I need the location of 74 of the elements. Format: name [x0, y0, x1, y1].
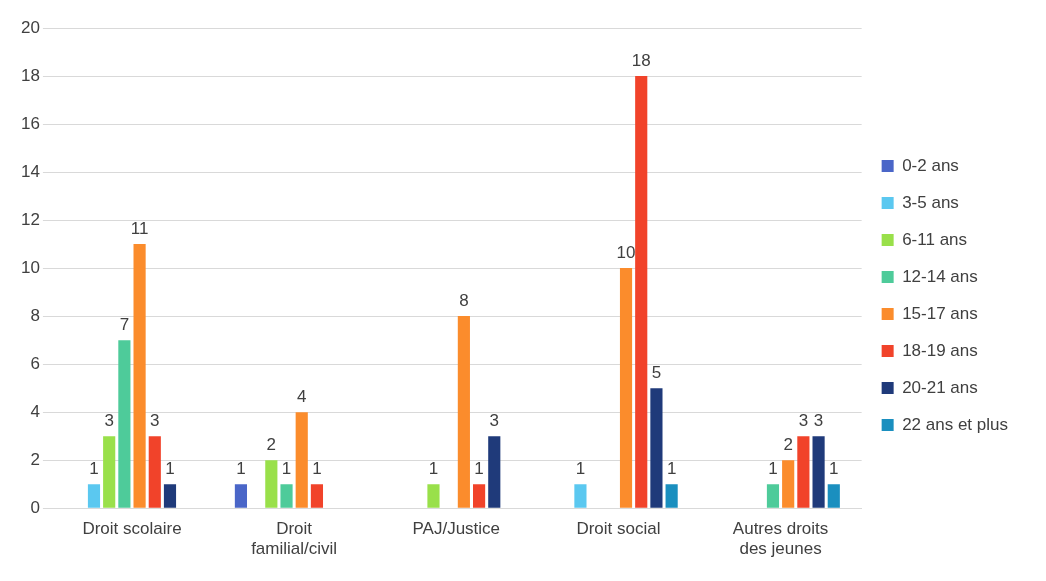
bar: [133, 244, 146, 508]
bar: [635, 76, 648, 508]
data-label: 3: [489, 411, 500, 431]
data-label: 1: [312, 459, 322, 479]
data-label: 3: [813, 411, 824, 431]
data-label: 1: [165, 459, 175, 479]
bar: [473, 484, 486, 508]
bar: [295, 412, 308, 508]
legend-label: 12-14 ans: [902, 266, 978, 286]
x-tick-label: Droit scolaire: [82, 519, 182, 539]
x-tick-label: PAJ/Justice: [412, 519, 501, 539]
bar: [650, 388, 663, 508]
data-label: 1: [89, 459, 99, 479]
bar: [118, 340, 131, 508]
y-tick-label: 20: [20, 17, 40, 37]
data-label: 2: [783, 435, 793, 455]
bar: [574, 484, 587, 508]
y-tick-label: 2: [30, 449, 40, 469]
legend-label: 0-2 ans: [902, 155, 959, 175]
legend-label: 18-19 ans: [902, 340, 978, 360]
bar: [665, 484, 678, 508]
data-label: 1: [428, 459, 439, 479]
data-label: 1: [575, 459, 586, 479]
bar: [87, 484, 101, 508]
x-tick-label: Droit familial/civil: [251, 519, 338, 559]
bar: [782, 460, 795, 508]
legend-label: 3-5 ans: [902, 192, 959, 212]
y-tick-label: 12: [20, 209, 40, 229]
bar: [488, 436, 501, 508]
x-tick-label: Droit social: [576, 519, 661, 539]
legend-label: 6-11 ans: [902, 229, 968, 249]
data-label: 3: [798, 411, 809, 431]
legend-label: 22 ans et plus: [902, 414, 1009, 434]
bar: [797, 436, 810, 508]
bar: [457, 316, 470, 508]
bar: [619, 268, 633, 508]
y-tick-label: 6: [30, 353, 40, 373]
data-label: 1: [666, 459, 677, 479]
data-label: 18: [631, 51, 651, 71]
data-label: 11: [130, 219, 149, 239]
data-label: 3: [150, 411, 160, 431]
y-tick-label: 16: [20, 113, 40, 133]
bar: [827, 484, 840, 508]
y-tick-label: 4: [30, 401, 40, 421]
data-label: 1: [474, 459, 484, 479]
y-tick-label: 0: [30, 497, 40, 517]
bar: [163, 484, 177, 508]
data-label: 7: [119, 315, 130, 335]
data-label: 1: [281, 459, 292, 479]
bar: [148, 436, 161, 508]
bar: [280, 484, 293, 508]
y-tick-label: 18: [20, 65, 40, 85]
data-label: 5: [651, 363, 662, 383]
legend-label: 15-17 ans: [902, 303, 978, 323]
bar: [766, 484, 780, 508]
y-tick-label: 10: [20, 257, 40, 277]
data-label: 4: [297, 387, 307, 407]
bar: [812, 436, 825, 508]
data-label: 3: [104, 411, 114, 431]
x-tick-label: Autres droits des jeunes: [732, 519, 829, 559]
data-label: 8: [459, 291, 469, 311]
data-label: 1: [768, 459, 778, 479]
bar: [310, 484, 324, 508]
bar: [265, 460, 278, 508]
bar: [427, 484, 440, 508]
y-tick-label: 14: [20, 161, 40, 181]
data-label: 10: [616, 243, 636, 263]
data-label: 1: [829, 459, 839, 479]
data-label: 2: [266, 435, 277, 455]
y-tick-label: 8: [30, 305, 40, 325]
legend-label: 20-21 ans: [902, 377, 978, 397]
bar: [234, 484, 248, 508]
data-label: 1: [236, 459, 246, 479]
bar: [103, 436, 116, 508]
